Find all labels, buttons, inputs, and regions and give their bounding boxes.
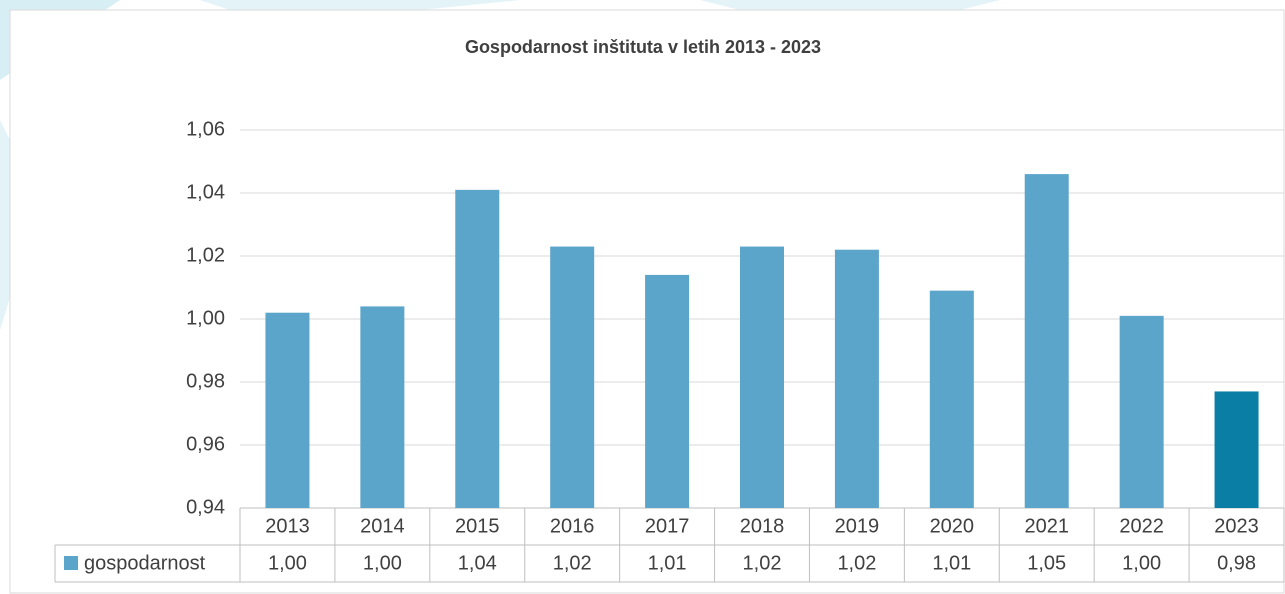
bar: [645, 274, 690, 508]
table-value: 1,04: [458, 552, 497, 574]
bar: [455, 189, 500, 508]
table-value: 1,05: [1027, 552, 1066, 574]
x-tick-label: 2013: [265, 515, 310, 537]
legend-label: gospodarnost: [84, 552, 206, 574]
table-value: 1,02: [743, 552, 782, 574]
bar: [265, 312, 310, 508]
bar: [360, 306, 405, 508]
table-value: 1,01: [648, 552, 687, 574]
table-value: 0,98: [1217, 552, 1256, 574]
bar: [929, 290, 974, 508]
x-tick-label: 2019: [835, 515, 880, 537]
decoration: [700, 0, 1000, 10]
x-tick-label: 2023: [1214, 515, 1259, 537]
bar: [1119, 315, 1164, 508]
x-tick-label: 2020: [930, 515, 975, 537]
bar: [834, 249, 879, 508]
table-value: 1,00: [268, 552, 307, 574]
y-tick-label: 1,00: [186, 307, 225, 329]
table-value: 1,01: [932, 552, 971, 574]
chart-title: Gospodarnost inštituta v letih 2013 - 20…: [465, 37, 821, 57]
x-tick-label: 2017: [645, 515, 690, 537]
y-tick-label: 0,96: [186, 433, 225, 455]
bar: [1024, 174, 1069, 508]
x-tick-label: 2014: [360, 515, 405, 537]
x-tick-label: 2018: [740, 515, 785, 537]
x-tick-label: 2021: [1024, 515, 1069, 537]
table-value: 1,00: [1122, 552, 1161, 574]
y-tick-label: 0,94: [186, 496, 225, 518]
legend-swatch: [64, 556, 78, 570]
x-tick-label: 2022: [1119, 515, 1164, 537]
table-value: 1,02: [553, 552, 592, 574]
bar: [1214, 391, 1259, 508]
bar: [740, 246, 784, 509]
x-tick-label: 2016: [550, 515, 595, 537]
table-value: 1,00: [363, 552, 402, 574]
y-tick-label: 1,04: [186, 181, 225, 203]
y-tick-label: 1,02: [186, 244, 225, 266]
x-tick-label: 2015: [455, 515, 500, 537]
y-tick-label: 0,98: [186, 370, 225, 392]
table-value: 1,02: [837, 552, 876, 574]
y-tick-label: 1,06: [186, 118, 225, 140]
bar: [550, 246, 595, 509]
decoration: [200, 0, 520, 10]
